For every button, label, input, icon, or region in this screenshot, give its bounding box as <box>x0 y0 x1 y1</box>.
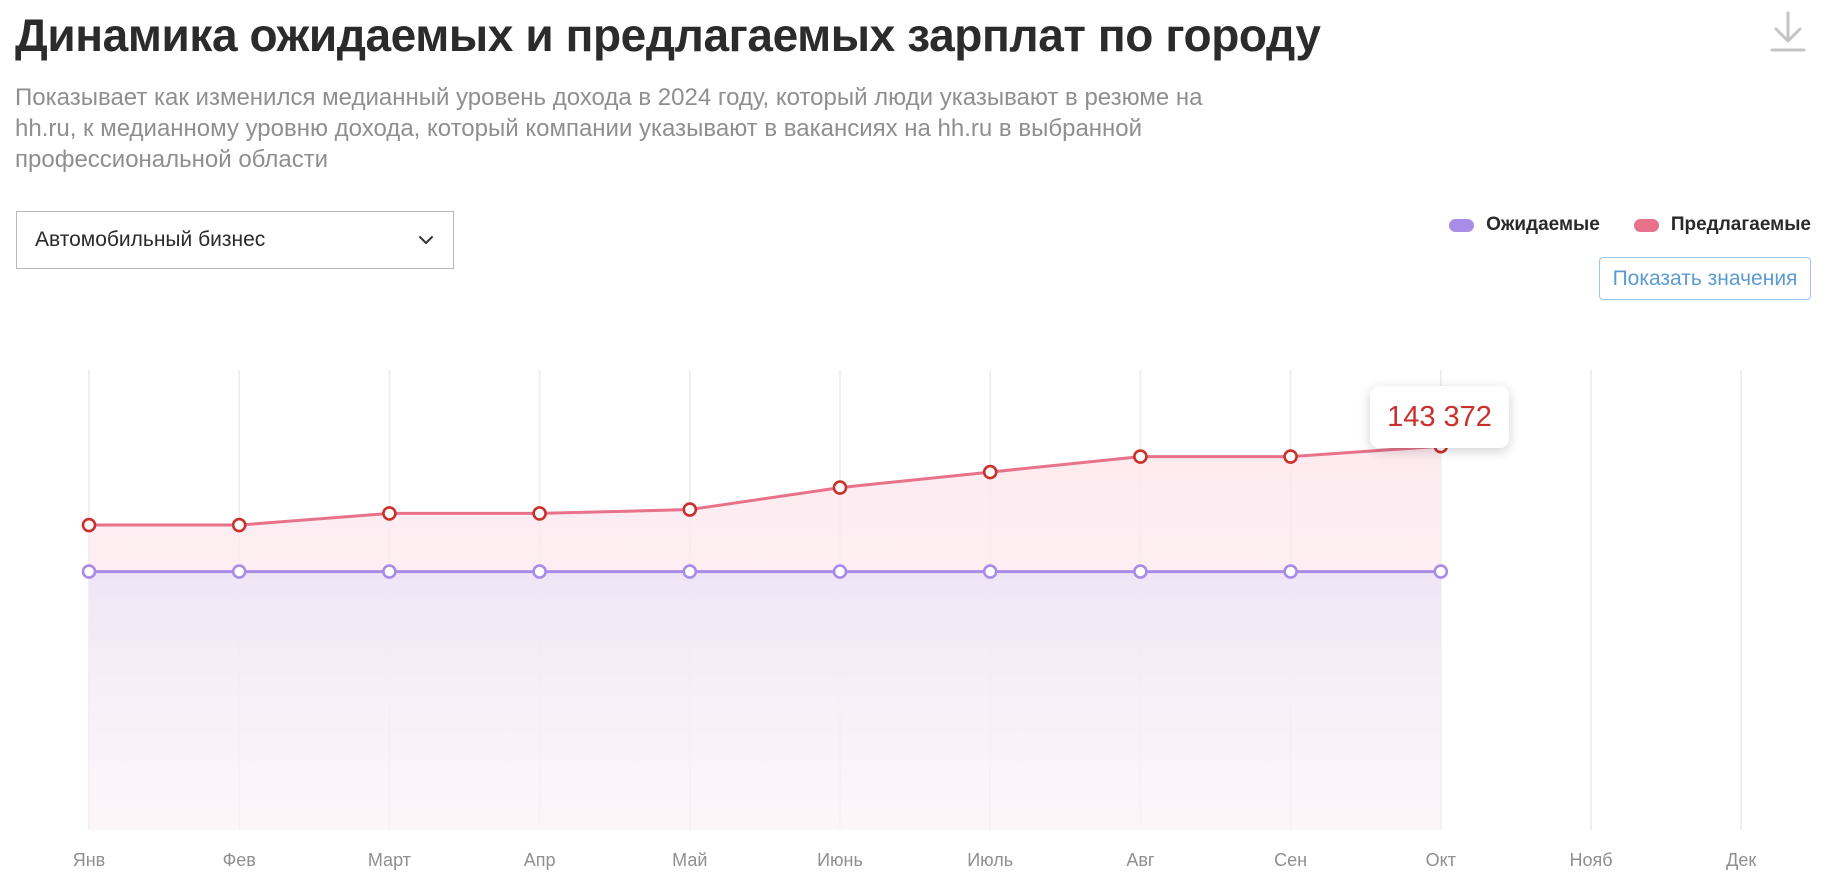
chevron-down-icon <box>419 236 433 244</box>
page-subtitle: Показывает как изменился медианный урове… <box>15 84 1203 173</box>
value-tooltip: 143 372 <box>1370 386 1509 448</box>
x-tick-label: Май <box>672 850 707 870</box>
data-point-expected <box>382 564 397 579</box>
data-point-offered <box>532 506 547 521</box>
legend-label-expected: Ожидаемые <box>1486 214 1600 235</box>
x-tick-label: Июнь <box>817 850 863 870</box>
legend-item-expected[interactable]: Ожидаемые <box>1449 214 1600 236</box>
data-point-expected <box>1433 564 1449 579</box>
x-tick-label: Март <box>368 850 411 870</box>
data-point-offered <box>1283 449 1298 464</box>
data-point-expected <box>1283 564 1298 579</box>
data-point-expected <box>81 564 97 579</box>
data-point-offered <box>982 464 998 480</box>
chart-legend: Ожидаемые Предлагаемые <box>1449 214 1811 236</box>
x-tick-label: Июль <box>967 850 1013 870</box>
download-icon[interactable] <box>1768 10 1808 54</box>
data-point-offered <box>382 506 397 521</box>
legend-item-offered[interactable]: Предлагаемые <box>1633 214 1811 236</box>
x-tick-label: Апр <box>524 850 556 870</box>
line-offered <box>89 444 1441 527</box>
x-tick-label: Дек <box>1726 850 1756 870</box>
data-point-expected <box>1133 564 1148 579</box>
legend-label-offered: Предлагаемые <box>1670 214 1811 235</box>
page-title: Динамика ожидаемых и предлагаемых зарпла… <box>15 9 1321 61</box>
x-tick-label: Окт <box>1426 850 1456 870</box>
data-point-offered <box>682 502 698 517</box>
x-tick-label: Янв <box>73 850 106 870</box>
x-tick-label: Нояб <box>1569 850 1612 870</box>
data-point-expected <box>682 564 698 579</box>
profession-select[interactable]: Автомобильный бизнес <box>16 211 454 269</box>
data-point-expected <box>832 564 848 579</box>
legend-swatch-offered <box>1633 218 1659 232</box>
data-point-offered <box>832 480 848 495</box>
data-point-offered <box>81 517 97 533</box>
x-tick-label: Сен <box>1274 850 1307 870</box>
show-values-button[interactable]: Показать значения <box>1599 257 1811 300</box>
x-tick-label: Фев <box>223 850 256 870</box>
legend-swatch-expected <box>1449 218 1475 232</box>
data-point-expected <box>231 564 247 579</box>
data-point-offered <box>1133 449 1148 464</box>
select-value: Автомобильный бизнес <box>35 228 266 251</box>
data-point-offered <box>231 517 247 533</box>
data-point-expected <box>982 564 998 579</box>
area-expected <box>89 571 1441 830</box>
data-point-expected <box>532 564 547 579</box>
x-tick-label: Авг <box>1126 850 1155 870</box>
